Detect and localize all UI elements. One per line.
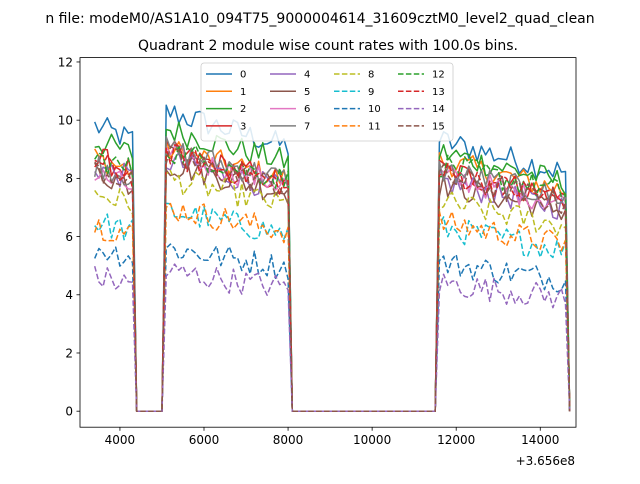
series-line-14 (93, 263, 571, 412)
x-tick-label: 8000 (273, 433, 304, 447)
axes-frame (79, 57, 577, 428)
legend-label-11: 11 (368, 121, 381, 132)
legend-label-8: 8 (368, 70, 374, 81)
legend-label-12: 12 (432, 70, 445, 81)
legend-label-10: 10 (368, 104, 381, 115)
x-offset-label: +3.656e8 (516, 454, 575, 468)
x-tick-label: 6000 (189, 433, 220, 447)
legend-label-5: 5 (304, 87, 310, 98)
y-tick-label: 0 (65, 404, 73, 418)
series-line-15 (94, 145, 571, 412)
legend-label-4: 4 (304, 70, 310, 81)
x-axis: 4000 6000 8000 10000 12000 14000 (105, 427, 559, 447)
x-tick-label: 10000 (353, 433, 391, 447)
legend-label-0: 0 (240, 70, 246, 81)
legend-label-15: 15 (432, 121, 445, 132)
x-tick-label: 14000 (521, 433, 559, 447)
y-tick-label: 2 (65, 346, 73, 360)
legend-label-3: 3 (240, 121, 246, 132)
y-tick-label: 4 (65, 288, 73, 302)
legend-label-14: 14 (432, 104, 445, 115)
legend-label-6: 6 (304, 104, 310, 115)
series-line-11 (93, 202, 571, 412)
x-tick-label: 4000 (105, 433, 136, 447)
figure-suptitle: n file: modeM0/AS1A10_094T75_9000004614_… (45, 11, 594, 27)
legend-label-2: 2 (240, 104, 246, 115)
y-tick-label: 12 (58, 55, 73, 69)
axes-title: Quadrant 2 module wise count rates with … (138, 38, 518, 54)
legend-frame (200, 62, 454, 142)
y-tick-label: 8 (65, 172, 73, 186)
plot-content (93, 104, 571, 412)
legend-label-13: 13 (432, 87, 445, 98)
y-tick-label: 10 (58, 113, 73, 127)
legend-label-9: 9 (368, 87, 374, 98)
legend-label-7: 7 (304, 121, 310, 132)
x-tick-label: 12000 (437, 433, 475, 447)
legend-label-1: 1 (240, 87, 246, 98)
y-tick-label: 6 (65, 230, 73, 244)
y-axis: 0 2 4 6 8 10 12 (58, 55, 80, 418)
